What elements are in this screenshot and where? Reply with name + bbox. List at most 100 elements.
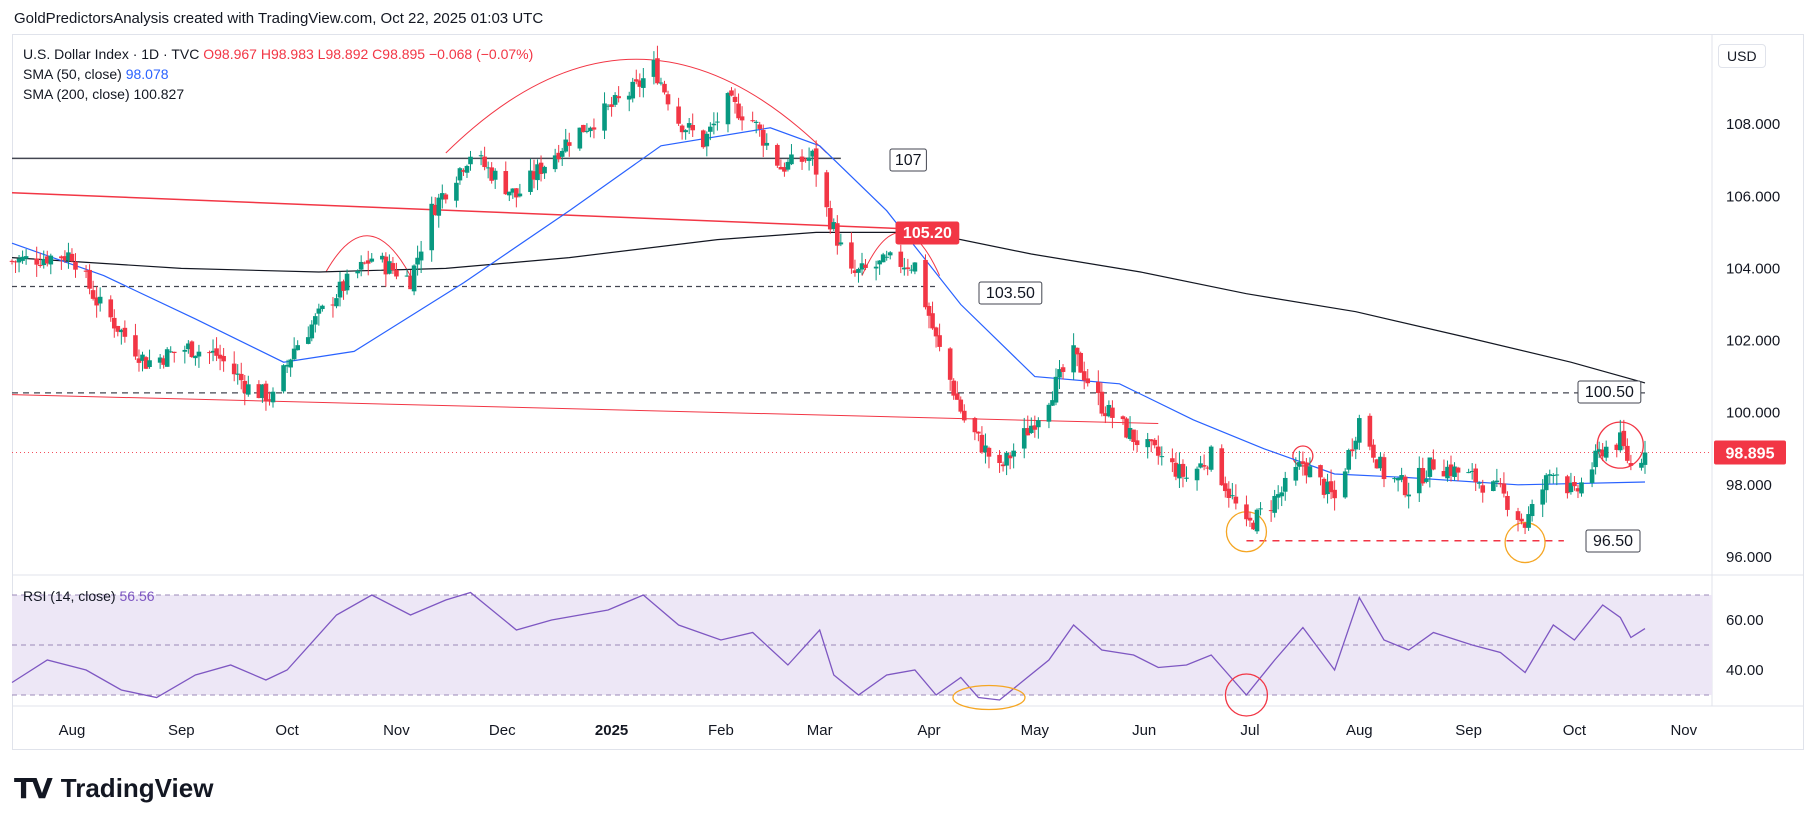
candle-body (1222, 483, 1228, 492)
candle-body (1529, 504, 1535, 517)
candle (827, 200, 833, 234)
level-100-50-label-box (1577, 380, 1642, 404)
candle-body (362, 262, 367, 264)
candle (341, 279, 346, 300)
candle-body (1427, 457, 1433, 477)
candle (884, 250, 889, 261)
candle-body (1392, 478, 1397, 480)
candle-body (1148, 439, 1154, 442)
candle-body (13, 261, 18, 263)
currency-button[interactable]: USD (1718, 44, 1766, 68)
rsi-legend: RSI (14, close) 56.56 (23, 588, 155, 604)
candle (189, 340, 195, 358)
candle-body (1081, 371, 1087, 381)
candle (1208, 445, 1214, 472)
candle (1050, 391, 1055, 406)
sma200-value: 100.827 (133, 86, 185, 102)
level-107-label: 107 (889, 148, 927, 172)
candle (651, 51, 657, 85)
candle-body (83, 270, 89, 272)
candle-body (983, 445, 988, 453)
candle (1441, 459, 1447, 477)
candle-body (87, 269, 92, 289)
candle (94, 286, 99, 318)
candle (443, 192, 449, 204)
candle (41, 250, 47, 269)
candle-body (1103, 413, 1108, 417)
candle (1529, 499, 1535, 522)
candle (291, 337, 297, 361)
candle (260, 384, 265, 403)
candle-body (186, 343, 191, 350)
candle (1402, 474, 1408, 498)
candle (44, 250, 50, 267)
candle-body (1621, 430, 1627, 447)
candle (507, 191, 512, 202)
candle (1011, 443, 1016, 469)
candle (1367, 413, 1373, 451)
candle-body (122, 327, 128, 337)
candle-body (1593, 450, 1598, 468)
candle-body (933, 327, 939, 337)
candle (732, 88, 738, 114)
candle (1307, 457, 1313, 478)
candle-body (196, 351, 202, 357)
candle (1148, 439, 1154, 453)
candle-body (207, 352, 212, 354)
candle (1254, 508, 1260, 534)
candle (923, 254, 928, 310)
candle (23, 249, 29, 265)
candle-body (1395, 477, 1401, 481)
candle (725, 91, 731, 133)
candle (1431, 449, 1436, 471)
rsi-oversold-ellipse (952, 684, 1026, 711)
candle (464, 164, 470, 178)
candle (933, 326, 939, 348)
candle-body (390, 263, 396, 271)
symbol-title[interactable]: U.S. Dollar Index · 1D · TVC (23, 46, 200, 62)
candle (1103, 406, 1108, 424)
sma50-label[interactable]: SMA (50, close) (23, 66, 122, 82)
candle (492, 168, 498, 189)
candle (764, 133, 770, 151)
candle-body (168, 351, 174, 353)
candle (1000, 461, 1006, 472)
candle (535, 159, 540, 191)
candle (785, 159, 791, 172)
candle (1565, 474, 1570, 499)
candle (221, 347, 226, 372)
time-tick-label: Apr (917, 722, 940, 739)
candle (238, 362, 244, 390)
candle (246, 375, 251, 397)
candle-body (514, 188, 519, 198)
candle (1275, 485, 1281, 510)
candle (1540, 479, 1546, 518)
candle (997, 450, 1002, 473)
candle-body (616, 96, 621, 99)
candle-body (1522, 523, 1528, 528)
candle (1155, 435, 1161, 465)
rsi-label[interactable]: RSI (14, close) (23, 588, 116, 604)
candle-body (563, 139, 569, 152)
candle-body (581, 124, 586, 133)
time-tick-label: Feb (708, 722, 734, 739)
candle-body (1349, 449, 1355, 452)
candle-body (16, 258, 22, 263)
sma200-label[interactable]: SMA (200, close) (23, 86, 130, 102)
candle (577, 127, 583, 151)
candle (337, 271, 343, 307)
candle-body (887, 252, 893, 256)
candle-body (161, 358, 166, 365)
tradingview-brand[interactable]: TV TradingView (14, 772, 213, 805)
level-100-50-label-text: 100.50 (1585, 384, 1634, 401)
candle-body (260, 384, 265, 398)
candle-body (1501, 483, 1507, 494)
candle-body (658, 82, 664, 84)
candle-body (1452, 466, 1457, 477)
candle-body (341, 281, 346, 291)
candle-body (566, 142, 572, 146)
candle (164, 347, 170, 367)
candle (157, 353, 163, 369)
candle (958, 396, 964, 414)
